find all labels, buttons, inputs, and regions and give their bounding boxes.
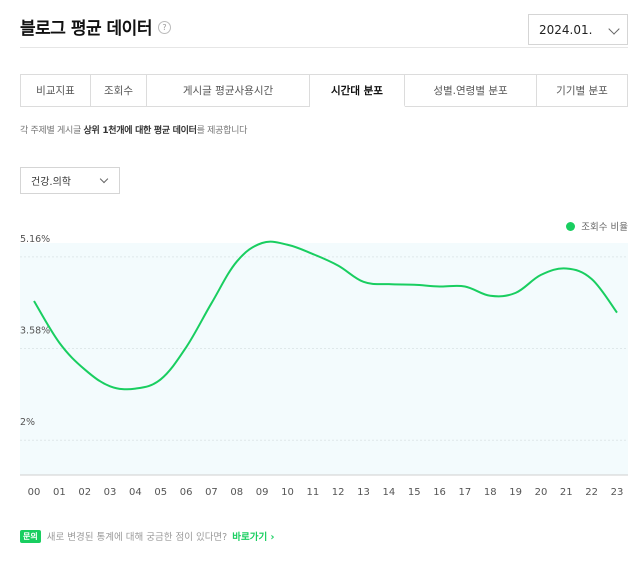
tab-views[interactable]: 조회수: [91, 75, 147, 106]
x-tick-label: 06: [180, 487, 193, 498]
data-point: [338, 265, 339, 266]
y-tick-label: 2%: [20, 417, 35, 428]
chevron-down-icon: [99, 174, 109, 184]
data-point: [211, 303, 212, 304]
chart-legend: 조회수 비율: [566, 219, 628, 233]
data-point: [186, 347, 187, 348]
data-point: [490, 295, 491, 296]
data-point: [414, 284, 415, 285]
x-tick-label: 07: [205, 487, 218, 498]
x-tick-label: 00: [28, 487, 41, 498]
x-tick-label: 22: [585, 487, 598, 498]
time-distribution-chart: 5.16% 3.58% 2% 00 01 02 03 04 05 06 07 08 09 10 11 12 13…: [20, 235, 628, 498]
x-tick-label: 08: [230, 487, 243, 498]
help-icon[interactable]: ?: [157, 20, 171, 34]
data-point: [287, 244, 288, 245]
plot-area: [20, 243, 628, 475]
x-tick-label: 04: [129, 487, 142, 498]
legend-dot-icon: [566, 221, 576, 231]
x-tick-label: 01: [53, 487, 66, 498]
data-point: [84, 369, 85, 370]
description-bold: 상위 1천개에 대한 평균 데이터: [83, 126, 197, 136]
page-header: 블로그 평균 데이터 ?: [20, 14, 171, 39]
x-tick-label: 02: [78, 487, 91, 498]
x-tick-label: 18: [484, 487, 497, 498]
inquiry-badge: 문의: [20, 529, 41, 543]
tab-comparison[interactable]: 비교지표: [21, 75, 91, 106]
data-point: [617, 312, 618, 313]
data-point: [566, 268, 567, 269]
chevron-down-icon: [608, 23, 620, 35]
data-point: [363, 281, 364, 282]
footer-inquiry: 문의 새로 변경된 통계에 대해 궁금한 점이 있다면? 바로가기 ›: [20, 529, 274, 543]
series-line: [33, 240, 618, 391]
x-tick-label: 14: [383, 487, 396, 498]
data-point: [464, 286, 465, 287]
x-tick-label: 16: [433, 487, 446, 498]
data-point: [110, 386, 111, 387]
date-select-value: 2024.01.: [539, 22, 593, 37]
x-tick-label: 23: [611, 487, 624, 498]
category-select[interactable]: 건강.의학: [20, 167, 120, 194]
x-tick-label: 10: [281, 487, 294, 498]
x-tick-label: 20: [535, 487, 548, 498]
tab-time-distribution[interactable]: 시간대 분포: [310, 75, 405, 107]
description: 각 주제별 게시글 상위 1천개에 대한 평균 데이터를 제공합니다: [20, 123, 247, 136]
x-tick-label: 19: [509, 487, 522, 498]
tab-gender-age-distribution[interactable]: 성별.연령별 분포: [405, 75, 537, 106]
date-select[interactable]: 2024.01.: [528, 14, 628, 45]
x-tick-label: 05: [154, 487, 167, 498]
x-tick-label: 15: [408, 487, 421, 498]
description-suffix: 를 제공합니다: [196, 126, 248, 136]
inquiry-text: 새로 변경된 통계에 대해 궁금한 점이 있다면?: [46, 532, 228, 543]
data-point: [262, 243, 263, 244]
x-tick-label: 17: [459, 487, 472, 498]
data-point: [59, 342, 60, 343]
data-point: [591, 278, 592, 279]
tab-bar: 비교지표 조회수 게시글 평균사용시간 시간대 분포 성별.연령별 분포 기기별…: [20, 74, 628, 107]
page-title: 블로그 평균 데이터: [20, 19, 152, 39]
data-point: [135, 388, 136, 389]
tab-device-distribution[interactable]: 기기별 분포: [537, 75, 628, 106]
shortcut-link[interactable]: 바로가기 ›: [232, 532, 275, 543]
category-select-value: 건강.의학: [31, 177, 71, 188]
x-tick-label: 21: [560, 487, 573, 498]
legend-label: 조회수 비율: [581, 222, 628, 233]
y-tick-label: 3.58%: [20, 326, 50, 337]
data-point: [312, 254, 313, 255]
data-point: [34, 301, 35, 302]
x-tick-label: 03: [104, 487, 117, 498]
data-point: [388, 284, 389, 285]
y-tick-label: 5.16%: [20, 235, 50, 245]
data-point: [515, 292, 516, 293]
tab-avg-usage-time[interactable]: 게시글 평균사용시간: [147, 75, 310, 106]
data-point: [439, 286, 440, 287]
data-point: [236, 261, 237, 262]
description-prefix: 각 주제별 게시글: [20, 126, 84, 136]
data-point: [160, 379, 161, 380]
x-tick-label: 12: [332, 487, 345, 498]
data-point: [540, 274, 541, 275]
header-divider: [20, 47, 628, 48]
x-tick-label: 09: [256, 487, 269, 498]
x-tick-label: 11: [306, 487, 319, 498]
x-tick-label: 13: [357, 487, 370, 498]
